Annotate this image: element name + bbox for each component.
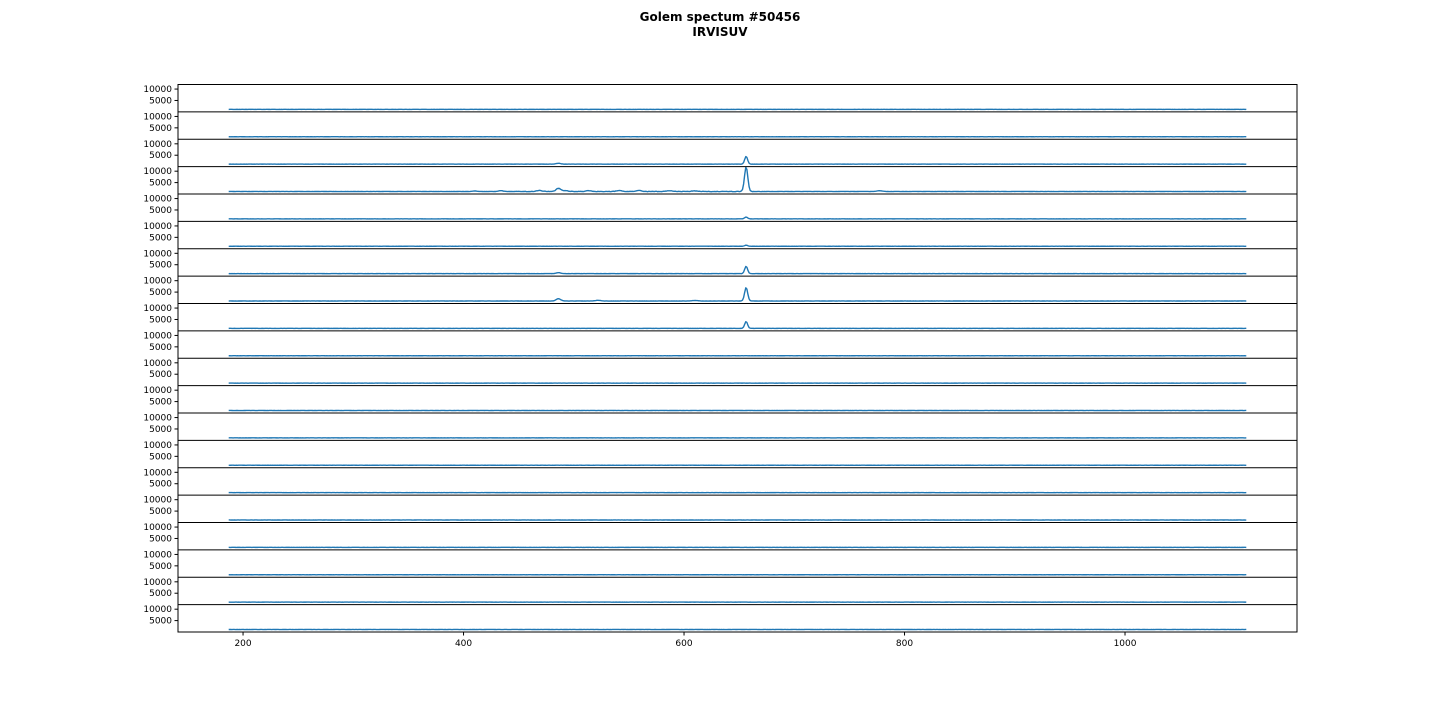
- chart-title: Golem spectum #50456: [639, 10, 801, 24]
- spectrum-line-frame-7: [228, 265, 1247, 275]
- y-tick-label: 10000: [143, 195, 172, 205]
- y-tick-label: 5000: [149, 206, 172, 216]
- y-tick-label: 10000: [143, 304, 172, 314]
- spectrum-line-frame-8: [228, 287, 1247, 302]
- y-tick-label: 10000: [143, 85, 172, 95]
- y-tick-label: 10000: [143, 386, 172, 396]
- y-tick-label: 5000: [149, 261, 172, 271]
- spectrum-line-frame-4: [228, 166, 1247, 193]
- y-tick-label: 10000: [143, 249, 172, 259]
- y-tick-label: 10000: [143, 468, 172, 478]
- y-tick-label: 5000: [149, 425, 172, 435]
- y-tick-label: 10000: [143, 605, 172, 615]
- y-tick-label: 5000: [149, 124, 172, 134]
- y-tick-label: 5000: [149, 151, 172, 161]
- y-tick-label: 5000: [149, 288, 172, 298]
- spectrum-line-frame-3: [228, 155, 1247, 165]
- x-tick-label: 200: [234, 639, 251, 649]
- plot-area-border: [177, 84, 1298, 633]
- y-tick-label: 5000: [149, 398, 172, 408]
- y-tick-label: 5000: [149, 480, 172, 490]
- spectrum-line-frame-9: [228, 321, 1247, 330]
- y-tick-label: 10000: [143, 112, 172, 122]
- y-tick-label: 10000: [143, 414, 172, 424]
- y-tick-label: 10000: [143, 359, 172, 369]
- y-tick-label: 5000: [149, 233, 172, 243]
- x-tick-label: 600: [675, 639, 692, 649]
- y-tick-label: 5000: [149, 343, 172, 353]
- chart-subtitle: IRVISUV: [692, 25, 748, 39]
- y-tick-label: 5000: [149, 617, 172, 627]
- y-tick-label: 5000: [149, 179, 172, 189]
- y-tick-label: 5000: [149, 589, 172, 599]
- y-tick-label: 5000: [149, 315, 172, 325]
- y-tick-label: 5000: [149, 452, 172, 462]
- y-tick-label: 5000: [149, 562, 172, 572]
- spectrum-line-frame-5: [228, 216, 1247, 220]
- y-tick-label: 10000: [143, 331, 172, 341]
- y-tick-label: 10000: [143, 441, 172, 451]
- y-tick-label: 10000: [143, 140, 172, 150]
- y-tick-label: 5000: [149, 534, 172, 544]
- y-tick-label: 10000: [143, 167, 172, 177]
- y-tick-label: 5000: [149, 96, 172, 106]
- x-tick-label: 1000: [1114, 639, 1137, 649]
- y-tick-label: 10000: [143, 578, 172, 588]
- y-tick-label: 10000: [143, 496, 172, 506]
- y-tick-label: 10000: [143, 523, 172, 533]
- y-tick-label: 5000: [149, 370, 172, 380]
- x-tick-label: 800: [896, 639, 913, 649]
- y-tick-label: 10000: [143, 550, 172, 560]
- spectrum-line-frame-6: [228, 244, 1247, 248]
- x-tick-label: 400: [455, 639, 472, 649]
- y-tick-label: 10000: [143, 222, 172, 232]
- y-tick-label: 5000: [149, 507, 172, 517]
- y-tick-label: 10000: [143, 277, 172, 287]
